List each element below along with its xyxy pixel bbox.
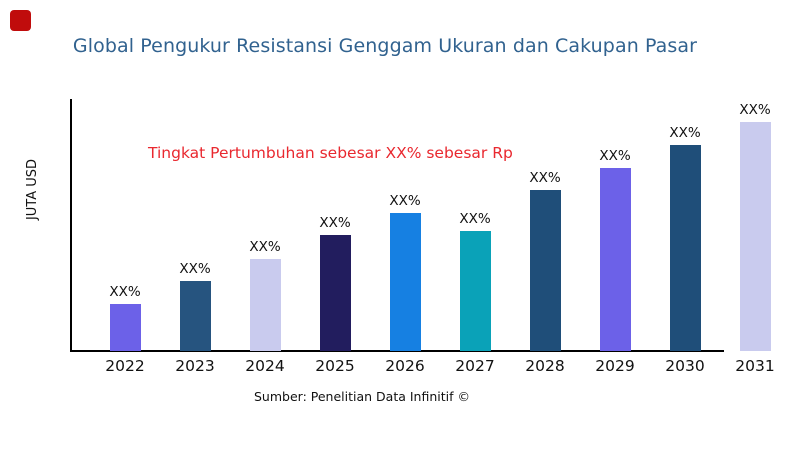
bar-slot: XX%	[230, 91, 300, 351]
bar-slot: XX%	[650, 91, 720, 351]
bar-slot: XX%	[580, 91, 650, 351]
x-tick-label: 2027	[455, 357, 495, 375]
bar-slot: XX%	[510, 91, 580, 351]
bar	[669, 145, 701, 351]
bar	[109, 304, 141, 351]
bar-value-label: XX%	[459, 210, 491, 227]
bar-value-label: XX%	[319, 214, 351, 231]
bar-slot: XX%	[440, 91, 510, 351]
growth-rate-annotation: Tingkat Pertumbuhan sebesar XX% sebesar …	[148, 144, 513, 162]
bar	[739, 122, 771, 351]
bar	[459, 231, 491, 351]
chart-title: Global Pengukur Resistansi Genggam Ukura…	[72, 35, 698, 57]
bar	[179, 281, 211, 351]
bar	[249, 259, 281, 351]
bar	[529, 190, 561, 351]
x-tick-label: 2023	[175, 357, 215, 375]
x-tick-label: 2022	[105, 357, 145, 375]
bar-value-label: XX%	[669, 124, 701, 141]
x-tick-label: 2025	[315, 357, 355, 375]
bar	[389, 213, 421, 351]
x-tick-label: 2026	[385, 357, 425, 375]
bar-slot: XX%	[300, 91, 370, 351]
bar-value-label: XX%	[739, 101, 771, 118]
x-tick-label: 2029	[595, 357, 635, 375]
x-axis-line	[70, 350, 724, 352]
x-tick-label: 2024	[245, 357, 285, 375]
bar-value-label: XX%	[249, 238, 281, 255]
x-axis-tick-labels: 2022 2023 2024 2025 2026 2027 2028 2029 2030 2031	[90, 357, 790, 375]
x-tick-label: 2030	[665, 357, 705, 375]
x-tick-label: 2031	[735, 357, 775, 375]
bar	[319, 235, 351, 351]
bar-slot: XX%	[720, 91, 790, 351]
bar-slot: XX%	[370, 91, 440, 351]
bar-value-label: XX%	[529, 169, 561, 186]
x-tick-label: 2028	[525, 357, 565, 375]
bar-value-label: XX%	[389, 192, 421, 209]
source-note: Sumber: Penelitian Data Infinitif ©	[254, 389, 470, 404]
brand-logo	[10, 10, 31, 31]
bar	[599, 168, 631, 351]
bar-value-label: XX%	[109, 283, 141, 300]
bar-value-label: XX%	[599, 147, 631, 164]
bar-series: XX% XX% XX% XX% XX% XX% XX% XX% XX% XX%	[90, 91, 790, 351]
bar-value-label: XX%	[179, 260, 211, 277]
y-axis-label: JUTA USD	[25, 158, 41, 221]
bar-slot: XX%	[90, 91, 160, 351]
bar-slot: XX%	[160, 91, 230, 351]
y-axis-line	[70, 99, 72, 352]
